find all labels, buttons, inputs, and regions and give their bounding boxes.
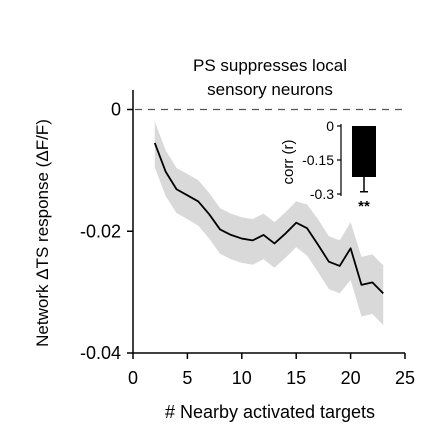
y-tick-label: -0.04 — [80, 343, 121, 363]
inset-bar — [352, 126, 376, 177]
x-tick-label: 5 — [182, 368, 192, 388]
x-tick-label: 10 — [232, 368, 252, 388]
error-band — [155, 122, 383, 325]
chart-title-line-2: sensory neurons — [207, 80, 333, 99]
x-tick-label: 25 — [395, 368, 415, 388]
x-axis-label: # Nearby activated targets — [165, 402, 375, 422]
y-axis-label: Network ΔTS response (ΔF/F) — [33, 119, 52, 347]
y-tick-label: 0 — [111, 100, 121, 120]
inset-significance-label: ** — [358, 198, 370, 215]
inset-y-tick-label: -0.15 — [302, 152, 334, 168]
x-tick-label: 15 — [286, 368, 306, 388]
x-tick-label: 20 — [341, 368, 361, 388]
chart-title-line-1: PS suppresses local — [193, 56, 347, 75]
y-tick-label: -0.02 — [80, 221, 121, 241]
inset-y-axis-label: corr (r) — [280, 140, 297, 185]
x-tick-label: 0 — [128, 368, 138, 388]
inset-y-tick-label: -0.3 — [310, 186, 334, 202]
inset-y-tick-label: 0 — [326, 118, 334, 134]
